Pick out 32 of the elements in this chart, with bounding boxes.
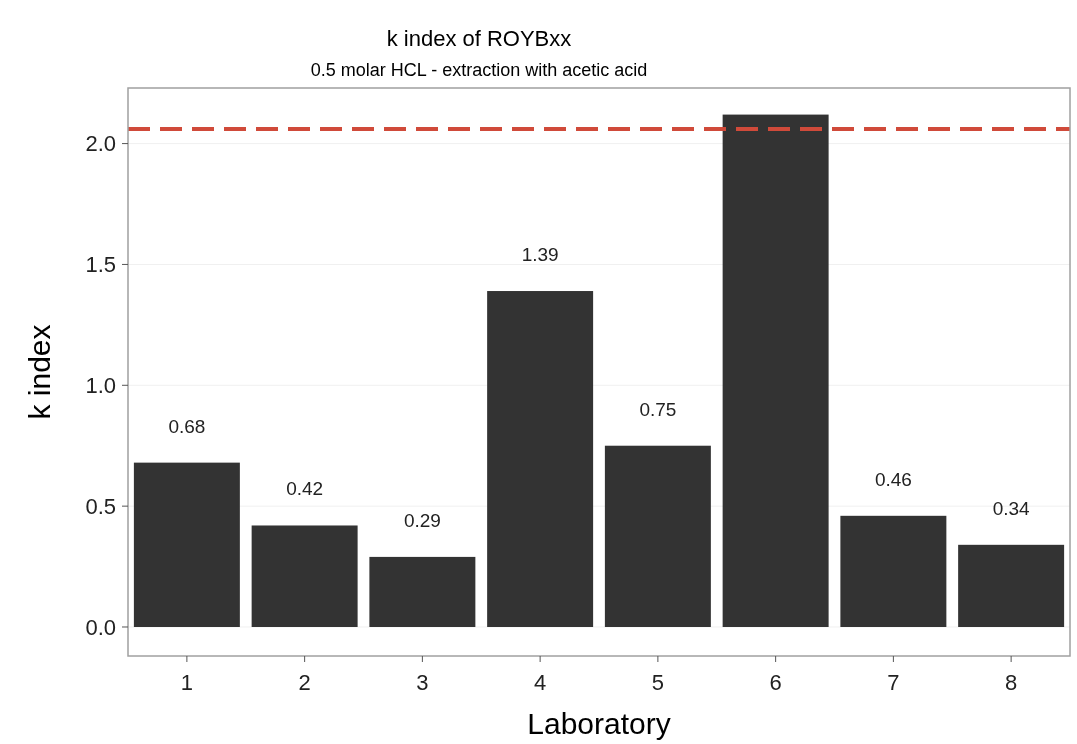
y-tick-label: 1.0 [85, 372, 116, 398]
x-tick-label: 1 [180, 670, 193, 695]
bar [604, 445, 711, 627]
data-label: 0.46 [874, 468, 912, 490]
y-axis-title: k index [23, 324, 56, 420]
y-tick-label: 0.0 [85, 614, 116, 640]
data-label: 0.68 [168, 415, 206, 437]
bar [722, 114, 829, 627]
chart-title: k index of ROYBxx [386, 26, 572, 51]
data-label: 0.29 [403, 509, 441, 531]
data-label: 0.75 [639, 398, 677, 420]
chart-subtitle: 0.5 molar HCL - extraction with acetic acid [310, 60, 648, 80]
x-tick-label: 6 [769, 670, 782, 695]
bar [840, 515, 947, 627]
y-tick-label: 0.5 [85, 493, 116, 519]
x-tick-label: 2 [298, 670, 311, 695]
x-axis-title: Laboratory [527, 707, 671, 740]
bar [369, 556, 476, 627]
y-tick-label: 2.0 [85, 131, 116, 157]
bar [251, 525, 358, 627]
x-tick-label: 7 [887, 670, 900, 695]
x-tick-label: 3 [416, 670, 429, 695]
bar [487, 291, 594, 627]
x-tick-label: 5 [651, 670, 664, 695]
x-tick-label: 4 [534, 670, 547, 695]
data-label: 0.42 [286, 478, 324, 500]
bar [958, 544, 1065, 627]
data-label: 0.34 [992, 497, 1031, 519]
data-label: 1.39 [521, 244, 559, 266]
bar [133, 462, 240, 627]
x-tick-label: 8 [1005, 670, 1018, 695]
y-tick-label: 1.5 [85, 252, 116, 278]
